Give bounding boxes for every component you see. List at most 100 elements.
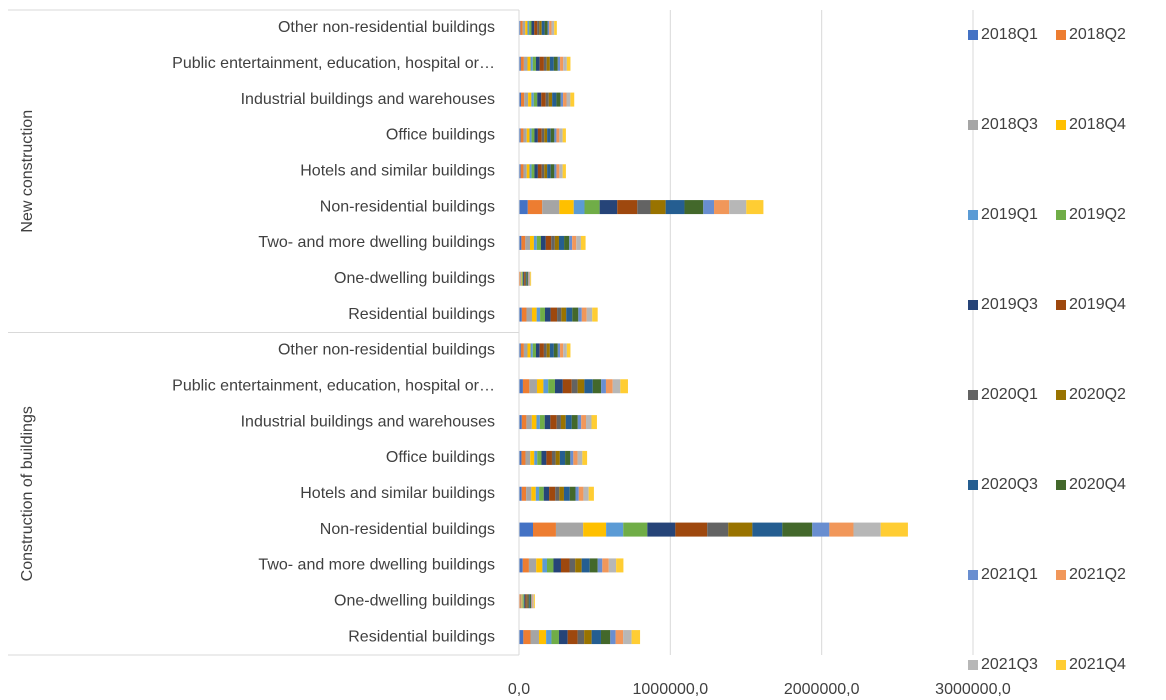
legend-swatch (1056, 210, 1066, 220)
legend-swatch (1056, 300, 1066, 310)
bar-segment (521, 307, 527, 322)
bar-segment (520, 271, 521, 286)
bar-segment (519, 20, 521, 35)
bar-segment (559, 486, 564, 501)
bar-segment (522, 271, 524, 286)
bar-segment (559, 450, 566, 465)
bar-segment (529, 20, 532, 35)
bar-segment (528, 594, 530, 609)
bar-segment (531, 20, 535, 35)
bar-segment (521, 271, 523, 286)
bar-segment (546, 56, 550, 71)
bar-segment (592, 379, 602, 394)
bar-segment (521, 486, 527, 501)
y-tick-label: One-dwelling buildings (334, 270, 495, 287)
bar-segment (533, 522, 556, 537)
bar-segment (559, 164, 563, 179)
bar-segment (525, 450, 531, 465)
bar-segment (545, 235, 552, 250)
bar-segment (542, 558, 547, 573)
bar-segment (558, 630, 568, 645)
bar-segment (665, 200, 685, 215)
x-tick-label: 3000000,0 (935, 681, 1011, 698)
bar-segment (558, 235, 565, 250)
bar-segment (591, 630, 601, 645)
bar-segment (523, 343, 528, 358)
bar-segment (539, 343, 544, 358)
bar-segment (541, 20, 545, 35)
bar-segment (538, 630, 547, 645)
bar-segment (555, 522, 584, 537)
bar-segment (584, 200, 600, 215)
bar-segment (546, 450, 552, 465)
bar-segment (520, 56, 524, 71)
bar-segment (541, 450, 547, 465)
bar-segment (573, 200, 585, 215)
bar-segment (551, 20, 555, 35)
bar-segment (520, 20, 523, 35)
legend-label: 2020Q2 (1069, 386, 1126, 403)
bar-segment (531, 415, 537, 430)
legend-label: 2019Q3 (981, 296, 1038, 313)
bar-segment (523, 128, 527, 143)
bar-segment (623, 630, 632, 645)
bar-segment (526, 594, 528, 609)
bar-segment (560, 343, 564, 358)
bar-segment (544, 415, 551, 430)
bar-segment (560, 558, 570, 573)
bar-segment (606, 522, 624, 537)
bar-segment (584, 379, 593, 394)
bar-segment (547, 164, 551, 179)
bar-segment (548, 92, 553, 107)
bar-segment (546, 343, 550, 358)
bar-segment (570, 450, 574, 465)
bar-segment (555, 450, 560, 465)
bar-segment (703, 200, 715, 215)
bar-segment (537, 164, 542, 179)
bar-segment (522, 271, 523, 286)
bar-segment (616, 558, 624, 573)
bar-segment (530, 271, 532, 286)
y-tick-label: Hotels and similar buildings (300, 162, 495, 179)
bar-segment (829, 522, 854, 537)
bar-segment (570, 92, 575, 107)
bar-segment (523, 594, 525, 609)
legend-swatch (968, 570, 978, 580)
bar-segment (535, 56, 540, 71)
bar-segment (525, 20, 528, 35)
bar-segment (553, 558, 561, 573)
bar-segment (563, 343, 567, 358)
bar-segment (542, 200, 560, 215)
bar-segment (519, 307, 522, 322)
bar-segment (520, 128, 524, 143)
bar-segment (578, 307, 582, 322)
bar-segment (541, 128, 545, 143)
bar-segment (572, 307, 579, 322)
y-tick-label: Two- and more dwelling buildings (258, 234, 495, 251)
bar-segment (563, 92, 567, 107)
bar-segment (519, 343, 521, 358)
bar-segment (556, 164, 560, 179)
bar-segment (550, 415, 557, 430)
bar-segment (531, 486, 536, 501)
legend-label: 2019Q2 (1069, 206, 1126, 223)
bar-segment (524, 271, 526, 286)
bar-segment (537, 450, 542, 465)
bar-segment (532, 56, 536, 71)
bar-segment (527, 594, 529, 609)
bar-segment (522, 558, 529, 573)
bar-segment (531, 594, 533, 609)
legend-swatch (1056, 120, 1066, 130)
bar-segment (557, 56, 561, 71)
bar-segment (589, 558, 598, 573)
bar-segment (536, 307, 541, 322)
y-tick-label: Other non-residential buildings (278, 342, 495, 359)
bar-segment (562, 128, 566, 143)
bar-segment (577, 630, 585, 645)
bar-segment (530, 594, 532, 609)
legend-label: 2018Q1 (981, 26, 1038, 43)
bar-segment (556, 415, 561, 430)
bar-segment (521, 235, 526, 250)
y-tick-label: Other non-residential buildings (278, 19, 495, 36)
